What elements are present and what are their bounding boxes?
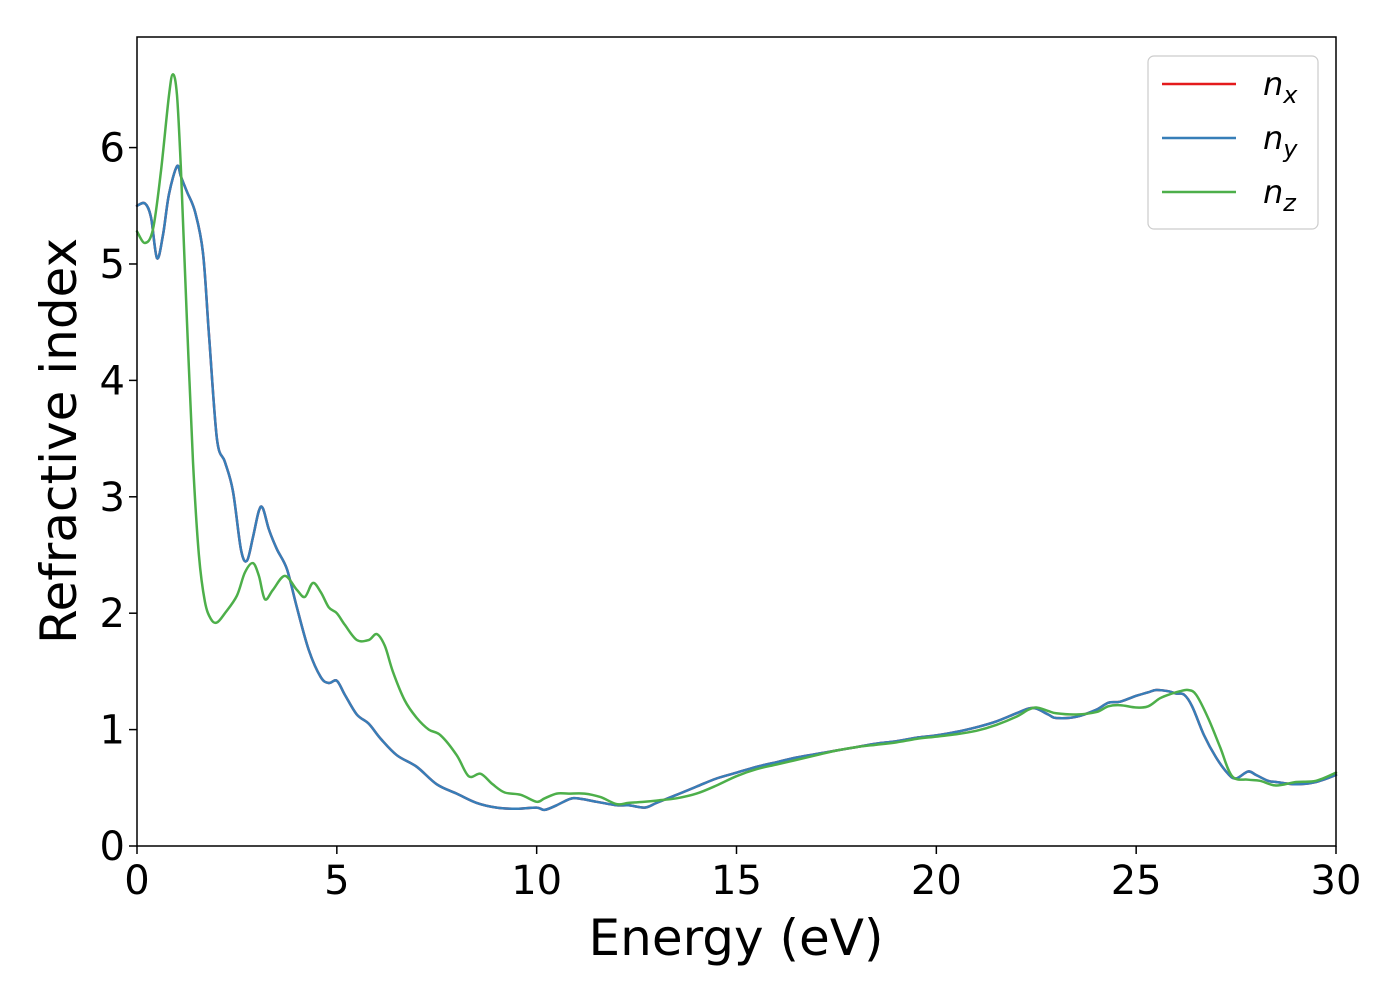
- x-axis-label: Energy (eV): [589, 909, 884, 967]
- y-tick-label: 3: [100, 475, 125, 521]
- y-tick-label: 2: [100, 591, 125, 637]
- y-axis-ticks: 0 1 2 3 4 5 6: [100, 126, 137, 870]
- series-line-z: [135, 72, 1338, 806]
- series-line-y: [135, 164, 1338, 812]
- x-tick-label: 0: [124, 858, 149, 904]
- y-tick-label: 5: [100, 242, 125, 288]
- y-tick-label: 4: [100, 358, 125, 404]
- y-axis-label: Refractive index: [30, 238, 88, 644]
- x-tick-label: 5: [324, 858, 349, 904]
- x-tick-label: 30: [1311, 858, 1362, 904]
- y-tick-label: 1: [100, 708, 125, 754]
- x-tick-label: 20: [911, 858, 962, 904]
- y-tick-label: 6: [100, 126, 125, 172]
- plot-lines: [135, 72, 1338, 812]
- x-tick-label: 10: [511, 858, 562, 904]
- x-tick-label: 15: [711, 858, 762, 904]
- x-tick-label: 25: [1111, 858, 1162, 904]
- legend-box: [1147, 55, 1319, 230]
- x-axis-ticks: 0 5 10 15 20 25 30: [124, 846, 1361, 904]
- y-tick-label: 0: [100, 824, 125, 870]
